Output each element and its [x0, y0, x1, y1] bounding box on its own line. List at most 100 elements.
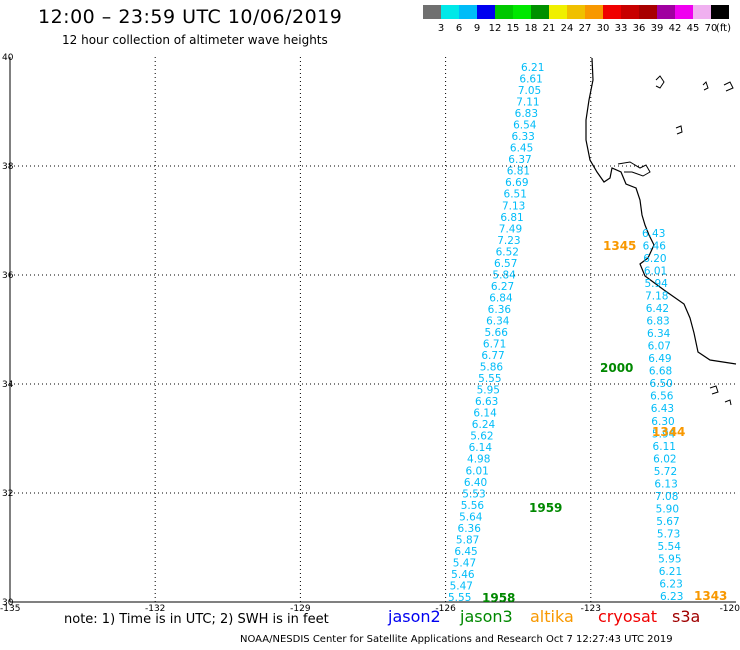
track-a-wave-height: 6.24: [472, 419, 496, 431]
island-outline: [709, 385, 719, 395]
lon-tick-label: -120: [720, 604, 740, 614]
track-a-wave-height: 5.56: [461, 500, 485, 512]
colorbar-tick-label: 3: [438, 23, 444, 34]
color-swatch: [495, 5, 513, 19]
color-swatch: [657, 5, 675, 19]
footer-credit: NOAA/NESDIS Center for Satellite Applica…: [240, 634, 673, 645]
inland-lake-outline-3: [723, 81, 734, 92]
coastline-california: [585, 57, 737, 365]
track-a-wave-height: 5.64: [459, 511, 483, 523]
legend-jason2: jason2: [388, 607, 441, 626]
pass-time-label: 1343: [694, 589, 727, 603]
color-swatch: [441, 5, 459, 19]
colorbar-tick-label: 24: [561, 23, 574, 34]
track-b-wave-height: 6.23: [659, 578, 682, 590]
colorbar-tick-label: 15: [507, 23, 520, 34]
track-b-wave-height: 5.94: [652, 428, 676, 440]
track-a-wave-height: 5.46: [451, 569, 475, 581]
color-swatch: [531, 5, 549, 19]
track-b-wave-height: 5.67: [656, 516, 679, 528]
track-a-wave-height: 6.45: [510, 143, 533, 155]
track-a-wave-height: 4.98: [467, 454, 490, 466]
track-b-wave-height: 5.54: [658, 541, 682, 553]
track-a-wave-height: 7.13: [502, 200, 525, 212]
colorbar-tick-label: 36: [633, 23, 646, 34]
inland-lake-outline-4: [675, 125, 683, 135]
track-b-wave-height: 5.95: [658, 553, 681, 565]
color-swatch: [585, 5, 603, 19]
color-swatch: [549, 5, 567, 19]
lat-tick-label: 38: [2, 162, 14, 172]
track-a-wave-height: 5.86: [480, 362, 504, 374]
colorbar-tick-label: 45: [687, 23, 700, 34]
track-a-wave-height: 6.14: [473, 408, 497, 420]
lat-tick-label: 32: [2, 489, 13, 499]
track-b-wave-height: 7.18: [645, 291, 668, 303]
pass-time-label: 1958: [482, 591, 515, 605]
track-a-wave-height: 5.62: [470, 431, 493, 443]
color-swatch: [423, 5, 441, 19]
track-b-wave-height: 7.08: [655, 491, 678, 503]
lon-tick-label: -132: [145, 604, 165, 614]
colorbar-tick-label: 6: [456, 23, 462, 34]
track-a-wave-height: 6.77: [481, 350, 504, 362]
track-b-wave-height: 6.11: [653, 441, 676, 453]
track-a-wave-height: 6.52: [496, 246, 519, 258]
inland-lake-outline-2: [702, 81, 709, 91]
coastline-bay: [617, 161, 651, 177]
color-swatch: [477, 5, 495, 19]
colorbar-tick-label: 9: [474, 23, 480, 34]
track-a-wave-height: 7.23: [497, 235, 520, 247]
track-a-wave-height: 5.53: [462, 488, 485, 500]
track-a-wave-height: 5.55: [448, 592, 471, 604]
track-b-wave-height: 6.02: [653, 453, 676, 465]
track-a-wave-height: 5.87: [456, 534, 479, 546]
page-subtitle: 12 hour collection of altimeter wave hei…: [62, 33, 328, 47]
track-b-wave-height: 5.90: [656, 503, 679, 515]
track-a-wave-height: 6.63: [475, 396, 498, 408]
track-a-wave-height: 6.36: [488, 304, 512, 316]
track-b-wave-height: 6.42: [646, 303, 669, 315]
track-b-wave-height: 6.46: [643, 241, 667, 253]
track-b-wave-height: 6.34: [647, 328, 671, 340]
track-a-wave-height: 6.83: [515, 108, 538, 120]
color-swatch: [675, 5, 693, 19]
lon-tick-label: -126: [435, 604, 456, 614]
track-a-wave-height: 6.61: [519, 74, 542, 86]
color-swatch: [567, 5, 585, 19]
colorbar-tick-label: 30: [597, 23, 610, 34]
track-b-wave-height: 5.73: [657, 528, 680, 540]
colorbar-unit-label: (ft): [716, 23, 731, 34]
legend-altika: altika: [530, 607, 574, 626]
track-b-wave-height: 6.83: [646, 316, 669, 328]
track-a-wave-height: 6.57: [494, 258, 517, 270]
track-a-wave-height: 5.47: [450, 580, 473, 592]
color-swatch: [603, 5, 621, 19]
pass-time-label: 1344: [652, 425, 685, 439]
lat-tick-label: 34: [2, 380, 14, 390]
track-b-wave-height: 6.43: [642, 228, 665, 240]
pass-time-label: 1959: [529, 501, 562, 515]
track-b-wave-height: 5.72: [654, 466, 677, 478]
units-note: note: 1) Time is in UTC; 2) SWH is in fe…: [64, 612, 329, 627]
colorbar-tick-label: 21: [543, 23, 556, 34]
page-title: 12:00 – 23:59 UTC 10/06/2019: [38, 6, 343, 28]
track-b-wave-height: 5.94: [644, 278, 668, 290]
track-a-wave-height: 6.84: [489, 292, 513, 304]
lon-tick-label: -129: [290, 604, 311, 614]
colorbar-tick-label: 33: [615, 23, 628, 34]
track-a-wave-height: 6.21: [521, 62, 544, 74]
color-swatch: [621, 5, 639, 19]
legend-s3a: s3a: [672, 607, 701, 626]
colorbar-tick-label: 42: [669, 23, 682, 34]
track-a-wave-height: 5.95: [477, 385, 500, 397]
color-swatch: [513, 5, 531, 19]
track-a-wave-height: 5.47: [453, 557, 476, 569]
track-a-wave-height: 6.33: [511, 131, 534, 143]
track-a-wave-height: 6.37: [508, 154, 531, 166]
color-scale-bar: 3 6 9 12 15 18 21 24 27 30 33 36 39 42 45 70(ft): [423, 5, 731, 34]
track-a-wave-height: 7.11: [516, 97, 539, 109]
color-swatch: [639, 5, 657, 19]
